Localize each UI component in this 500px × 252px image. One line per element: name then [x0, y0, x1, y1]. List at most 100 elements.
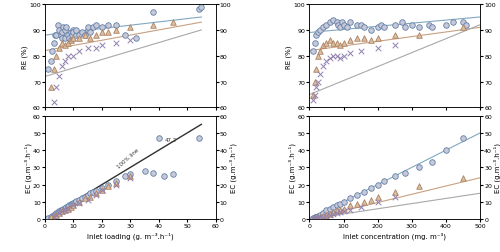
Point	[149, 171, 157, 175]
Point	[322, 214, 330, 218]
Point	[70, 29, 78, 33]
Point	[169, 21, 177, 25]
Point	[316, 215, 324, 219]
Point	[126, 39, 134, 43]
Point	[312, 216, 320, 220]
Point	[81, 34, 89, 38]
Point	[92, 193, 100, 197]
Point	[367, 39, 375, 43]
Point	[330, 18, 338, 22]
Point	[56, 34, 64, 38]
Point	[126, 176, 134, 180]
Point	[48, 49, 56, 53]
Point	[51, 212, 59, 216]
Point	[309, 93, 317, 97]
Point	[169, 173, 177, 177]
Point	[353, 193, 361, 197]
Point	[65, 204, 73, 208]
Point	[319, 214, 327, 218]
X-axis label: Inlet concentration (mg. m⁻³): Inlet concentration (mg. m⁻³)	[343, 231, 446, 239]
Point	[112, 29, 120, 33]
Point	[340, 24, 347, 28]
Point	[322, 42, 330, 46]
Point	[55, 75, 63, 79]
Point	[316, 49, 324, 53]
Point	[50, 101, 58, 105]
Point	[310, 80, 318, 84]
Point	[310, 216, 318, 220]
Point	[194, 136, 202, 140]
Point	[330, 42, 338, 46]
Point	[428, 26, 436, 30]
Point	[98, 188, 106, 192]
Point	[314, 54, 322, 58]
Point	[81, 197, 89, 201]
Point	[120, 34, 128, 38]
Point	[44, 216, 52, 220]
X-axis label: Inlet loading (g. m⁻³.h⁻¹): Inlet loading (g. m⁻³.h⁻¹)	[87, 231, 174, 239]
Point	[310, 42, 318, 46]
Point	[380, 179, 388, 183]
Point	[54, 24, 62, 28]
Point	[58, 209, 66, 213]
Point	[86, 37, 94, 41]
Point	[360, 37, 368, 41]
Point	[314, 216, 322, 220]
Point	[66, 205, 74, 209]
Point	[54, 210, 62, 214]
Point	[356, 205, 364, 209]
Point	[314, 80, 322, 84]
Point	[52, 34, 60, 38]
Point	[332, 42, 340, 46]
Point	[330, 210, 338, 214]
Point	[198, 6, 205, 10]
Point	[332, 209, 340, 213]
Point	[332, 21, 340, 25]
Point	[401, 26, 409, 30]
Y-axis label: RE (%): RE (%)	[286, 45, 292, 68]
Y-axis label: EC (g.m⁻³.h⁻¹): EC (g.m⁻³.h⁻¹)	[288, 143, 296, 193]
Point	[340, 207, 347, 211]
Point	[322, 209, 330, 213]
Point	[408, 24, 416, 28]
Point	[90, 190, 98, 194]
Point	[55, 29, 63, 33]
Point	[61, 29, 69, 33]
Y-axis label: EC (g.m⁻³.h⁻¹): EC (g.m⁻³.h⁻¹)	[24, 143, 32, 193]
Point	[319, 26, 327, 30]
Point	[346, 21, 354, 25]
Point	[326, 213, 334, 217]
Point	[104, 31, 112, 35]
Point	[332, 54, 340, 58]
Point	[360, 200, 368, 204]
Point	[64, 54, 72, 58]
Point	[309, 217, 317, 221]
Point	[319, 211, 327, 215]
Point	[332, 211, 340, 215]
Point	[401, 171, 409, 175]
Point	[104, 183, 112, 187]
Point	[112, 181, 120, 185]
Point	[309, 216, 317, 220]
Point	[70, 54, 78, 58]
Point	[64, 34, 72, 38]
Point	[312, 67, 320, 71]
Point	[126, 26, 134, 30]
Point	[84, 26, 92, 30]
Point	[84, 29, 92, 33]
Point	[52, 213, 60, 217]
Point	[55, 211, 63, 215]
Point	[66, 39, 74, 43]
Point	[86, 31, 94, 35]
Point	[336, 57, 344, 61]
Point	[62, 205, 70, 209]
Point	[314, 215, 322, 219]
Point	[326, 207, 334, 211]
Point	[98, 186, 106, 190]
Point	[346, 39, 354, 43]
Point	[52, 54, 60, 58]
Point	[52, 211, 60, 215]
Point	[326, 21, 334, 25]
Point	[70, 31, 78, 35]
Point	[61, 60, 69, 64]
